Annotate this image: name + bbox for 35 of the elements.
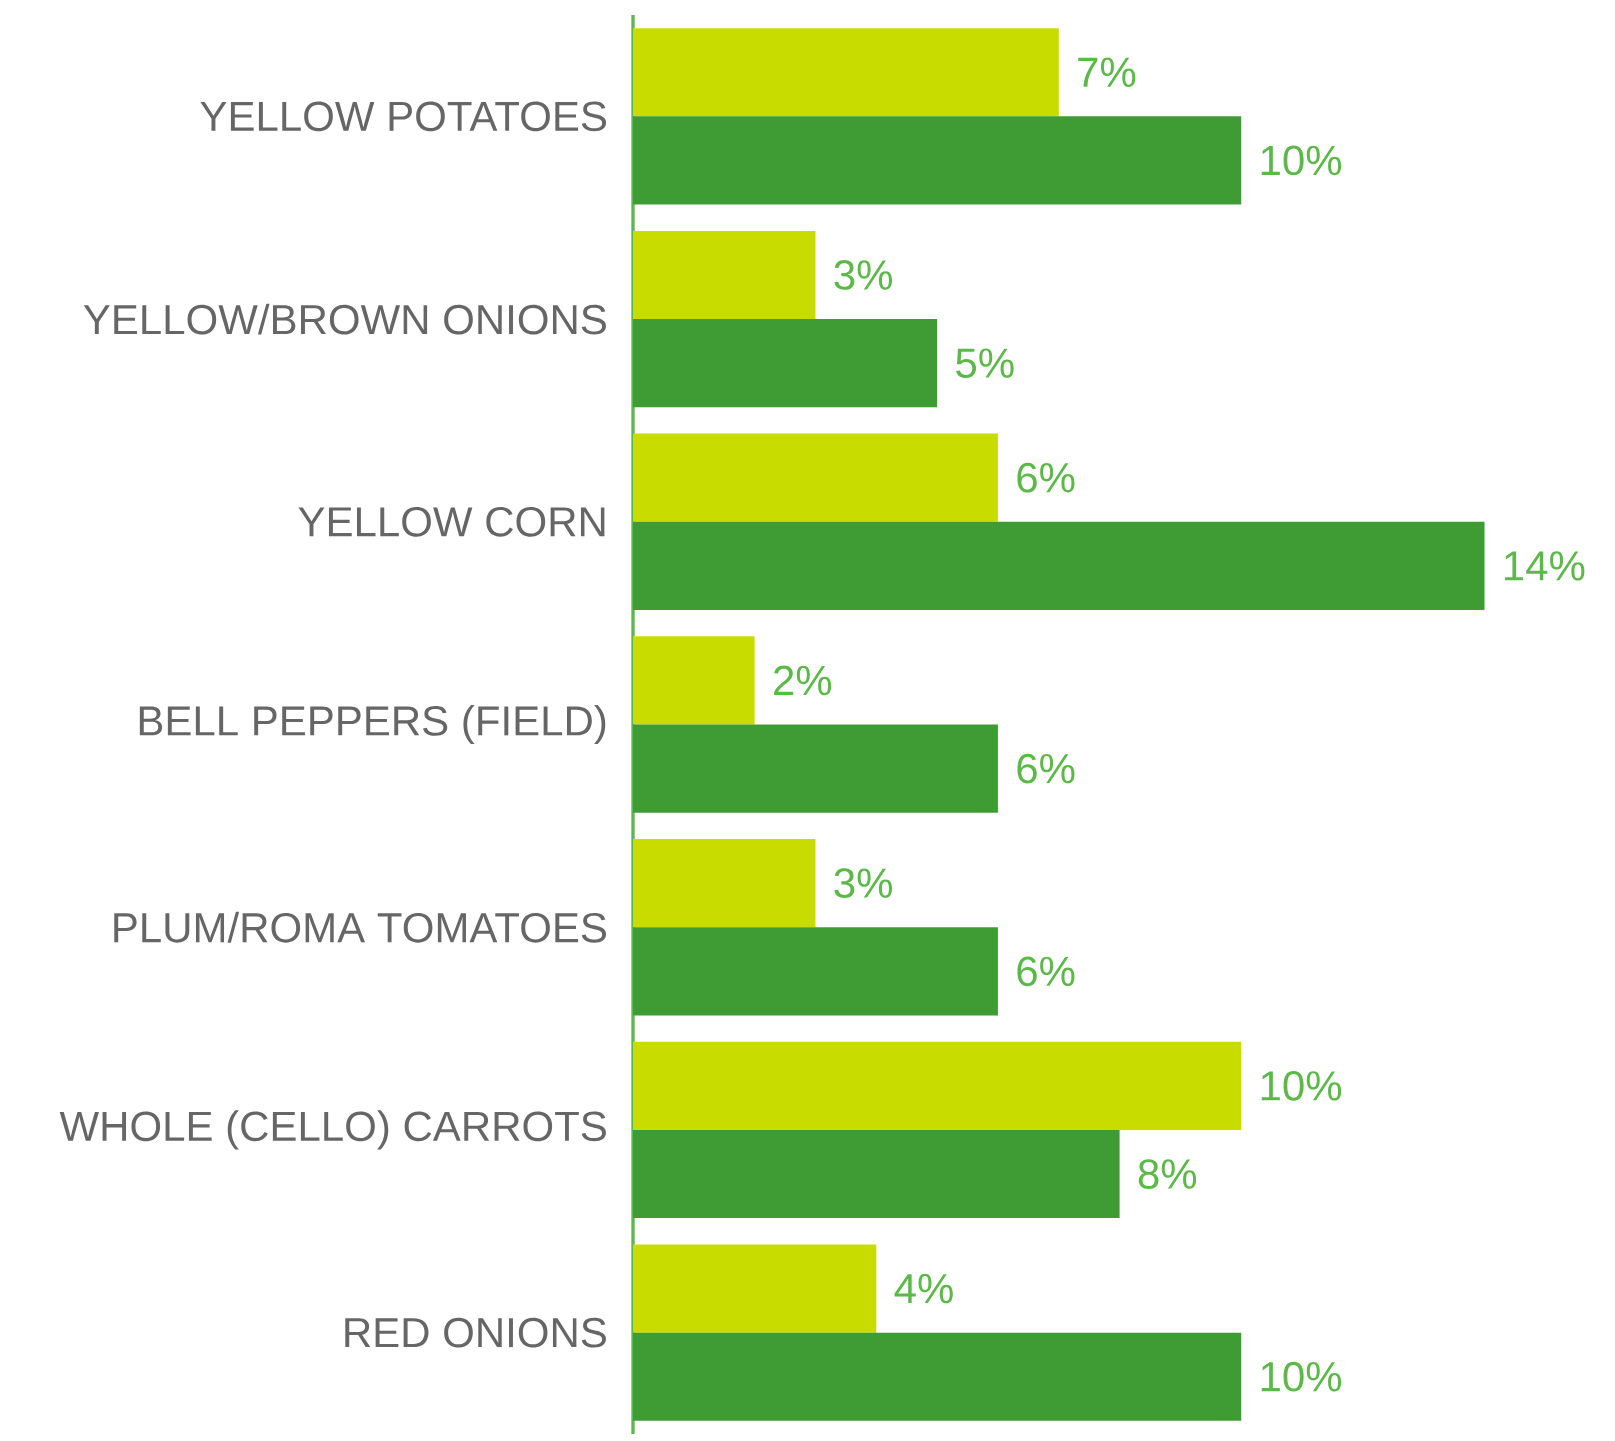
data-label: 4% xyxy=(894,1273,953,1304)
y-tick-label: YELLOW/BROWN ONIONS xyxy=(83,303,606,335)
data-label: 5% xyxy=(956,348,1014,378)
y-tick-label: BELL PEPPERS (FIELD) xyxy=(139,704,606,745)
bar xyxy=(633,927,998,1016)
data-label: 10% xyxy=(1261,145,1342,176)
bar xyxy=(633,1244,877,1333)
data-label: 6% xyxy=(1017,753,1075,784)
y-tick-label: YELLOW CORN xyxy=(298,506,605,537)
bar xyxy=(633,319,938,408)
bar xyxy=(633,724,998,813)
y-tick-label: PLUM/ROMA TOMATOES xyxy=(114,911,606,943)
bar xyxy=(633,433,998,522)
bar xyxy=(633,28,1059,117)
data-label: 3% xyxy=(834,868,892,898)
bar xyxy=(633,1041,1242,1130)
data-label: 6% xyxy=(1017,956,1075,987)
data-label: 2% xyxy=(774,665,832,696)
bar xyxy=(633,116,1242,205)
y-tick-label: YELLOW POTATOES xyxy=(200,101,607,132)
bar xyxy=(633,636,755,725)
data-label: 6% xyxy=(1017,462,1075,493)
y-tick-label: WHOLE (CELLO) CARROTS xyxy=(59,1110,606,1150)
data-label: 14% xyxy=(1505,551,1585,581)
bar xyxy=(633,839,816,928)
bar xyxy=(633,1129,1120,1219)
data-label: 3% xyxy=(834,260,892,290)
bar xyxy=(633,230,816,320)
y-tick-label: RED ONIONS xyxy=(345,1317,606,1348)
data-label: 10% xyxy=(1261,1361,1342,1392)
bar xyxy=(633,1332,1242,1421)
bar xyxy=(633,521,1485,610)
data-label: 10% xyxy=(1261,1070,1342,1101)
data-label: 7% xyxy=(1078,57,1136,87)
data-label: 8% xyxy=(1138,1159,1197,1189)
